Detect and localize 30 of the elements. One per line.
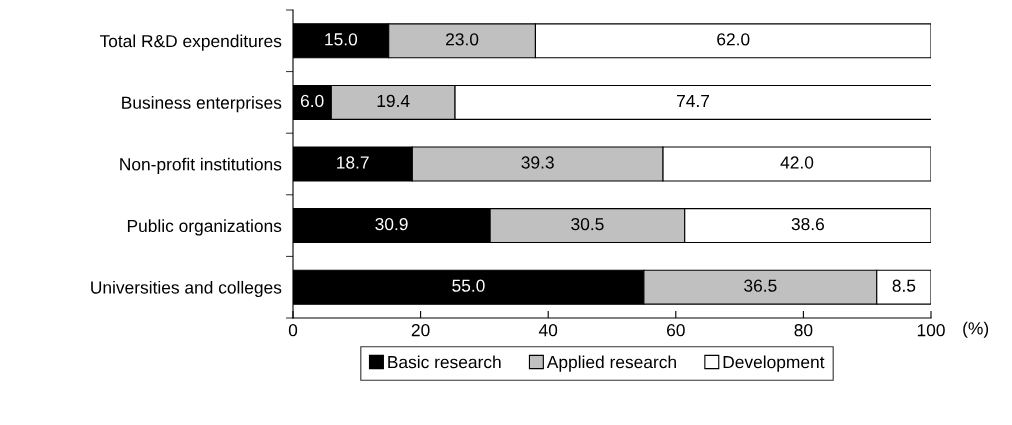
data-label: 6.0 [300, 94, 324, 108]
legend-label: Basic research [388, 355, 501, 369]
x-tick-label: 60 [667, 324, 685, 337]
data-label: 36.5 [744, 279, 777, 292]
data-label: 55.0 [452, 279, 485, 292]
data-label: 42.0 [780, 156, 814, 169]
y-tick-label: Universities and colleges [91, 280, 282, 298]
data-label: 30.5 [571, 217, 604, 231]
data-label: 18.7 [337, 156, 369, 169]
data-label: 39.3 [521, 156, 554, 169]
legend-label: Applied research [546, 355, 676, 372]
x-tick-label: 20 [411, 324, 430, 337]
y-tick-label: Public organizations [127, 219, 282, 236]
x-tick-label: 100 [917, 324, 945, 337]
x-tick-label: 80 [794, 324, 813, 337]
x-tick-label: 0 [288, 324, 298, 337]
data-label: 74.7 [677, 94, 710, 107]
data-label: 8.5 [892, 279, 916, 292]
x-tick-label: 40 [538, 324, 558, 337]
data-label: 62.0 [717, 33, 750, 46]
data-label: 30.9 [375, 217, 408, 231]
y-tick-label: Business enterprises [122, 96, 282, 113]
data-label: 19.4 [377, 94, 410, 108]
x-axis-title: (%) [963, 321, 989, 338]
data-label: 23.0 [446, 33, 479, 46]
legend-label: Development [723, 355, 825, 372]
data-label: 15.0 [325, 33, 358, 46]
y-tick-label: Total R&D expenditures [99, 34, 282, 51]
data-label: 38.6 [791, 217, 824, 231]
y-tick-label: Non-profit institutions [120, 157, 282, 174]
